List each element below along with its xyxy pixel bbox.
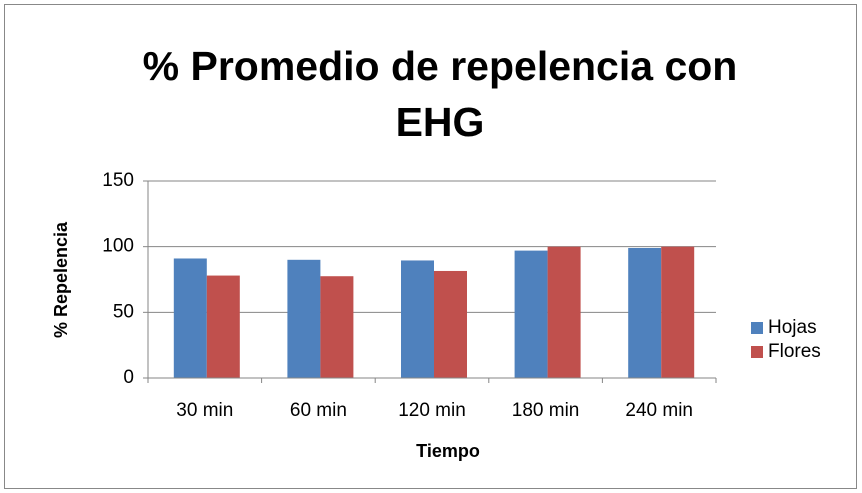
x-tick-label: 60 min [290,400,347,421]
x-tick-label: 240 min [625,400,693,421]
legend-label: Hojas [768,317,817,338]
y-axis-label: % Repelencia [51,221,71,338]
bar [547,246,581,378]
bar [628,247,662,378]
bar [514,250,548,378]
y-tick-label: 50 [113,301,134,322]
chart-title: % Promedio de repelencia con EHG [142,43,738,145]
y-tick-label: 100 [102,236,134,257]
y-tick-label: 0 [123,367,134,388]
y-tick-label: 150 [102,170,134,191]
legend-label: Flores [768,341,821,362]
bar [661,246,695,378]
x-tick-label: 30 min [176,400,233,421]
bar [320,276,354,378]
bar [287,259,321,378]
legend-swatch [751,346,763,358]
legend-swatch [751,322,763,334]
bar [206,275,240,378]
x-tick-label: 120 min [398,400,466,421]
bar [401,260,434,378]
x-tick-label: 180 min [512,400,580,421]
x-axis-label: Tiempo [416,441,480,461]
bar [434,270,467,378]
bar [173,258,207,378]
